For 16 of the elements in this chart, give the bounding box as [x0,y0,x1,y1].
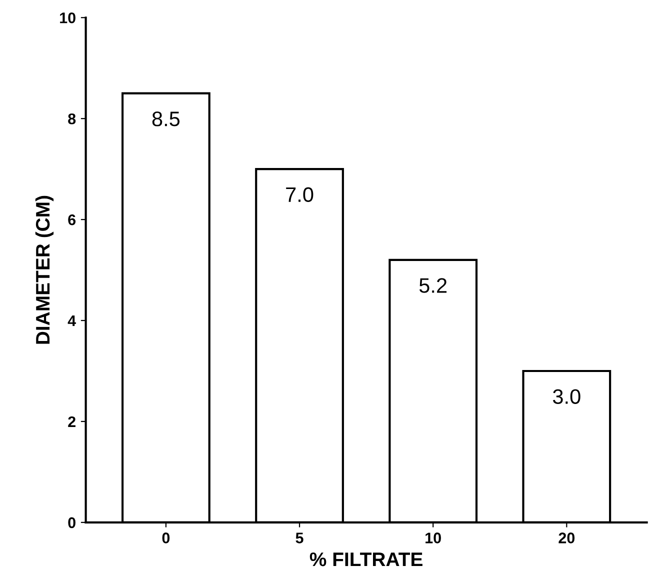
y-tick-label: 0 [68,517,76,528]
x-tick-label: 10 [426,532,441,544]
y-tick-label: 6 [68,214,76,226]
data-label: 3.0 [552,389,580,404]
y-tick-label: 2 [68,416,76,427]
x-tick-label: 5 [296,532,304,544]
x-tick-label: 20 [558,532,575,544]
y-tick-label: 8 [68,113,76,124]
data-label: 7.0 [286,187,314,202]
data-label: 8.5 [152,112,180,126]
data-label: 5.2 [419,278,447,293]
y-tick-label: 10 [60,12,76,24]
x-tick-label: 0 [162,532,170,544]
x-axis-title: % FILTRATE [310,552,422,566]
y-tick-label: 4 [68,316,76,326]
y-axis-title: DIAMETER (CM) [35,196,54,344]
